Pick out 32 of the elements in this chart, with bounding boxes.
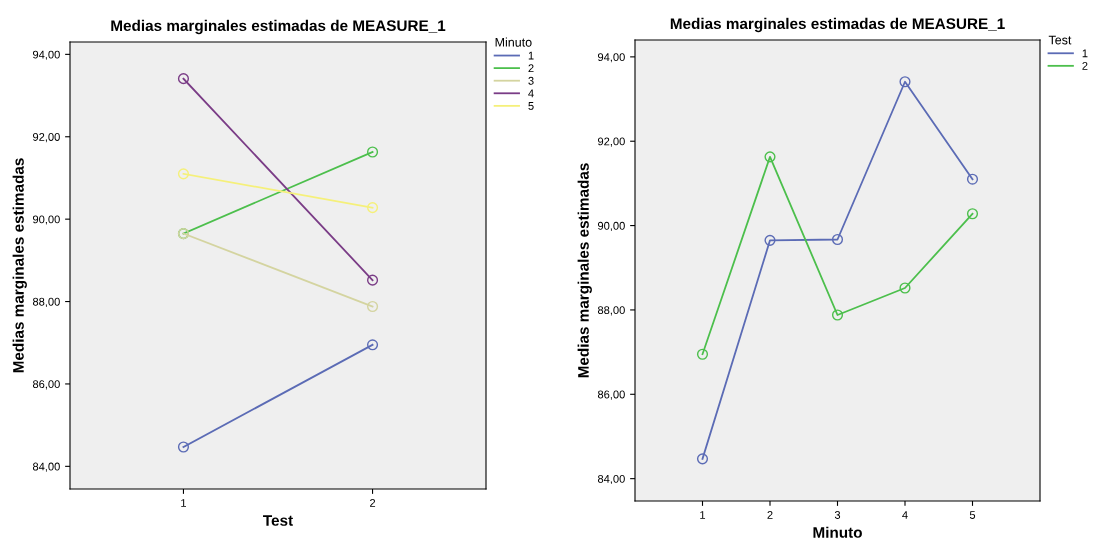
chart-title: Medias marginales estimadas de MEASURE_1 [670,17,1005,33]
x-tick-label: 3 [834,511,841,519]
legend-title: Test [1048,35,1072,45]
x-axis-title: Minuto [813,526,862,538]
y-tick-label: 86,00 [597,390,625,400]
legend-label: 2 [1082,61,1088,70]
legend-label: 3 [528,76,534,85]
y-tick-label: 92,00 [33,133,60,143]
y-tick-label: 86,00 [32,380,60,390]
y-axis-title: Medias marginales estimadas [12,158,27,373]
chart-title: Medias marginales estimadas de MEASURE_1 [111,19,446,35]
y-tick-label: 90,00 [33,215,60,225]
legend-title: Minuto [495,37,532,47]
legend-label: 1 [1082,49,1088,58]
legend-label: 4 [528,89,534,98]
x-tick-label: 2 [767,511,773,519]
y-tick-label: 90,00 [598,221,625,232]
x-axis-title: Test [263,515,293,526]
legend-label: 2 [528,64,534,73]
y-tick-label: 88,00 [32,297,60,307]
y-tick-label: 92,00 [598,137,625,147]
x-tick-label: 5 [969,511,976,519]
y-axis-title: Medias marginales estimadas [577,163,592,378]
y-tick-label: 88,00 [597,306,625,316]
y-tick-label: 94,00 [598,53,625,63]
x-tick-label: 1 [700,511,706,519]
x-tick-label: 4 [902,511,908,519]
y-tick-label: 84,00 [597,474,625,485]
legend-label: 5 [528,102,534,110]
y-tick-label: 94,00 [33,50,60,60]
y-tick-label: 84,00 [32,462,60,472]
legend-label: 1 [528,51,534,60]
